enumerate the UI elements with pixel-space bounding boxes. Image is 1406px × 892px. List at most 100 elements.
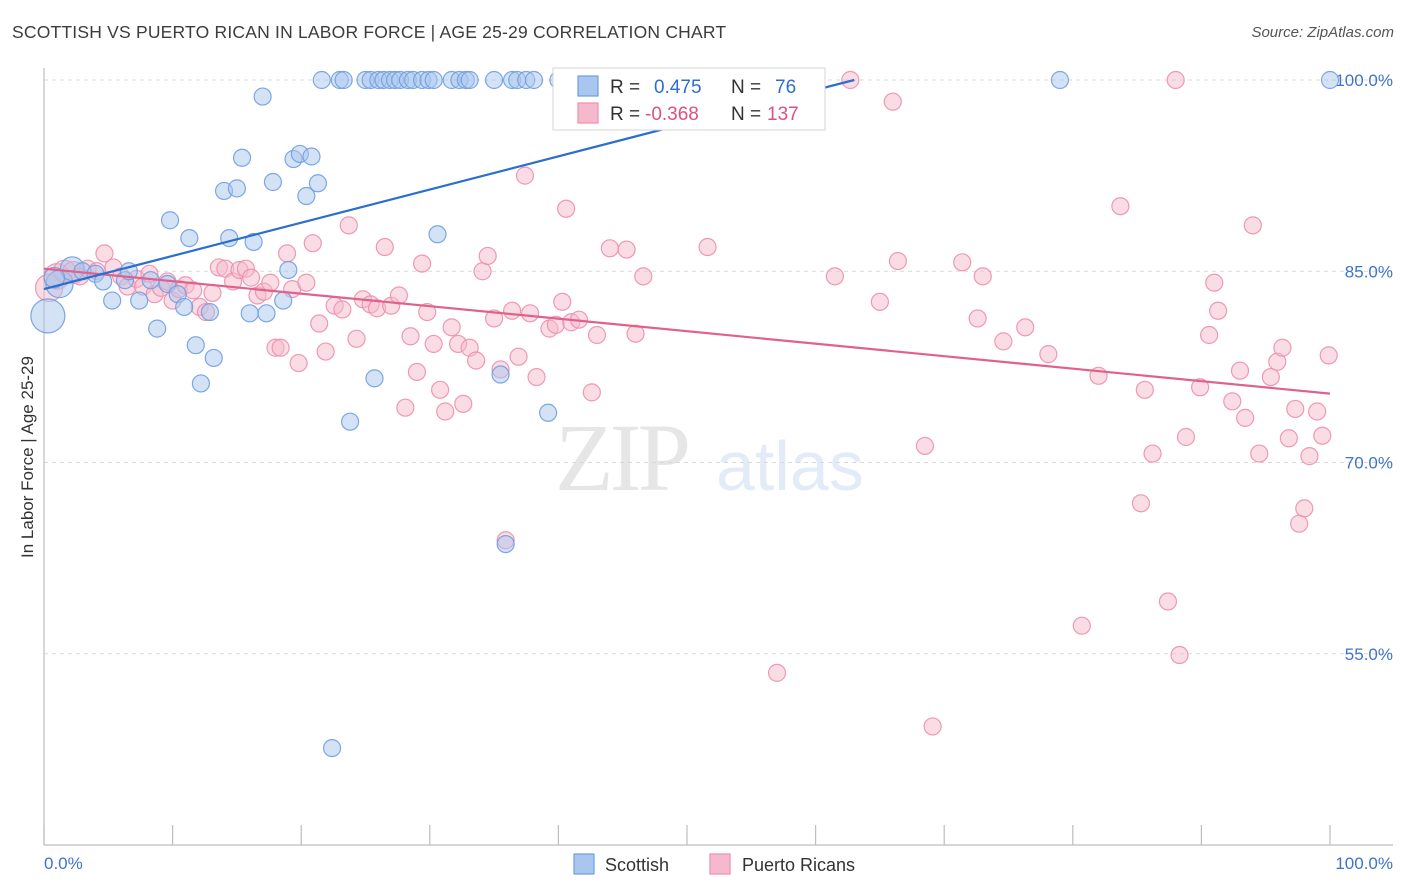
puerto-ricans-point-91 xyxy=(870,292,890,311)
scottish-point-3 xyxy=(43,266,66,289)
puerto-ricans-point-49 xyxy=(375,237,394,257)
scottish-point-36 xyxy=(302,147,321,166)
scottish-point-68 xyxy=(539,403,558,422)
source-label: Source: ZipAtlas.com xyxy=(1251,24,1394,41)
puerto-ricans-point-95 xyxy=(923,717,942,736)
scottish-point-28 xyxy=(253,87,272,106)
puerto-ricans-point-98 xyxy=(973,267,992,286)
scottish-point-25 xyxy=(232,148,252,167)
scottish-point-17 xyxy=(180,229,199,248)
puerto-ricans-point-29 xyxy=(241,268,261,287)
puerto-ricans-point-109 xyxy=(1166,70,1185,90)
bottom-label-puerto-ricans: Puerto Ricans xyxy=(742,855,855,875)
puerto-ricans-point-62 xyxy=(454,394,473,413)
scottish-point-38 xyxy=(312,70,331,90)
stats-legend: R = 0.475 N = 76 R = -0.368 N = 137 xyxy=(552,67,826,131)
puerto-ricans-point-123 xyxy=(1273,338,1292,357)
scottish-point-0 xyxy=(30,298,66,334)
puerto-ricans-point-37 xyxy=(289,353,308,373)
puerto-ricans-point-35 xyxy=(277,244,297,263)
puerto-ricans-point-54 xyxy=(407,362,427,382)
legend-swatch-puerto-ricans xyxy=(577,102,599,124)
puerto-ricans-point-78 xyxy=(557,199,576,218)
y-tick-label-85: 85.0% xyxy=(1345,262,1393,281)
puerto-ricans-point-73 xyxy=(521,304,540,323)
scottish-point-74 xyxy=(1050,70,1070,90)
legend-n-label-puerto-ricans: N = xyxy=(731,104,761,125)
puerto-ricans-point-128 xyxy=(1300,447,1319,466)
legend-r-label-puerto-ricans: R = xyxy=(610,104,640,125)
svg-text:atlas: atlas xyxy=(716,427,864,505)
scottish-point-14 xyxy=(160,211,180,230)
puerto-ricans-point-92 xyxy=(883,92,902,111)
puerto-ricans-point-44 xyxy=(339,216,358,235)
scottish-point-7 xyxy=(103,291,122,310)
scottish-point-18 xyxy=(186,336,205,355)
puerto-ricans-point-102 xyxy=(1072,616,1091,635)
bottom-swatch-scottish xyxy=(573,853,595,875)
puerto-ricans-point-111 xyxy=(1176,427,1196,447)
puerto-ricans-point-116 xyxy=(1223,392,1242,411)
x-max-label: 100.0% xyxy=(1335,854,1393,873)
puerto-ricans-point-97 xyxy=(968,309,987,328)
puerto-ricans-point-70 xyxy=(503,301,522,320)
scottish-point-63 xyxy=(496,534,515,554)
legend-n-value-puerto-ricans: 137 xyxy=(767,104,799,125)
puerto-ricans-point-60 xyxy=(442,318,461,337)
puerto-ricans-point-23 xyxy=(203,283,222,303)
y-tick-label-55: 55.0% xyxy=(1345,645,1393,664)
puerto-ricans-point-39 xyxy=(303,234,322,253)
gridlines xyxy=(44,79,1393,655)
puerto-ricans-point-94 xyxy=(915,436,935,456)
scottish-point-75 xyxy=(1320,70,1340,90)
puerto-ricans-point-84 xyxy=(617,240,636,259)
scottish-point-31 xyxy=(274,291,293,310)
puerto-ricans-point-52 xyxy=(396,398,415,417)
puerto-ricans-point-104 xyxy=(1111,197,1130,216)
puerto-ricans-point-106 xyxy=(1135,380,1154,399)
scottish-point-39 xyxy=(322,738,342,758)
puerto-ricans-point-81 xyxy=(582,383,601,402)
svg-text:ZIP: ZIP xyxy=(555,404,688,511)
legend-r-value-scottish: 0.475 xyxy=(654,77,702,98)
puerto-ricans-point-121 xyxy=(1261,367,1280,387)
puerto-ricans-point-65 xyxy=(473,262,492,281)
x-min-label: 0.0% xyxy=(44,854,83,873)
puerto-ricans-point-40 xyxy=(310,314,329,333)
puerto-ricans-point-64 xyxy=(466,351,486,370)
legend-n-value-scottish: 76 xyxy=(775,77,796,98)
scottish-point-37 xyxy=(308,174,328,193)
bottom-swatch-puerto-ricans xyxy=(709,853,731,875)
puerto-ricans-point-119 xyxy=(1243,216,1262,235)
puerto-ricans-point-34 xyxy=(271,338,290,357)
scottish-point-24 xyxy=(227,179,246,198)
puerto-ricans-point-101 xyxy=(1039,345,1058,364)
puerto-ricans-point-86 xyxy=(634,267,653,286)
puerto-ricans-point-67 xyxy=(485,309,504,328)
chart-title: SCOTTISH VS PUERTO RICAN IN LABOR FORCE … xyxy=(12,22,727,42)
puerto-ricans-point-88 xyxy=(767,663,787,682)
puerto-ricans-point-99 xyxy=(994,332,1013,351)
puerto-ricans-point-117 xyxy=(1230,361,1250,380)
puerto-ricans-point-118 xyxy=(1236,408,1255,427)
puerto-ricans-point-107 xyxy=(1143,444,1162,463)
scottish-point-42 xyxy=(340,412,360,431)
legend-r-label-scottish: R = xyxy=(610,77,640,98)
legend-r-value-puerto-ricans: -0.368 xyxy=(645,104,699,125)
puerto-ricans-point-110 xyxy=(1170,645,1189,665)
scottish-point-23 xyxy=(220,229,239,248)
scottish-point-62 xyxy=(491,365,510,384)
puerto-ricans-point-113 xyxy=(1200,325,1219,345)
puerto-ricans-point-57 xyxy=(424,334,443,354)
scottish-point-29 xyxy=(257,304,276,323)
axes xyxy=(43,68,1393,846)
puerto-ricans-point-51 xyxy=(389,286,409,305)
legend-n-label-scottish: N = xyxy=(731,77,761,98)
puerto-ricans-point-72 xyxy=(515,166,535,185)
puerto-ricans-point-96 xyxy=(953,253,972,272)
scottish-point-35 xyxy=(297,186,316,206)
bottom-label-scottish: Scottish xyxy=(605,855,669,875)
puerto-ricans-point-71 xyxy=(509,347,528,366)
puerto-ricans-point-58 xyxy=(430,380,450,399)
